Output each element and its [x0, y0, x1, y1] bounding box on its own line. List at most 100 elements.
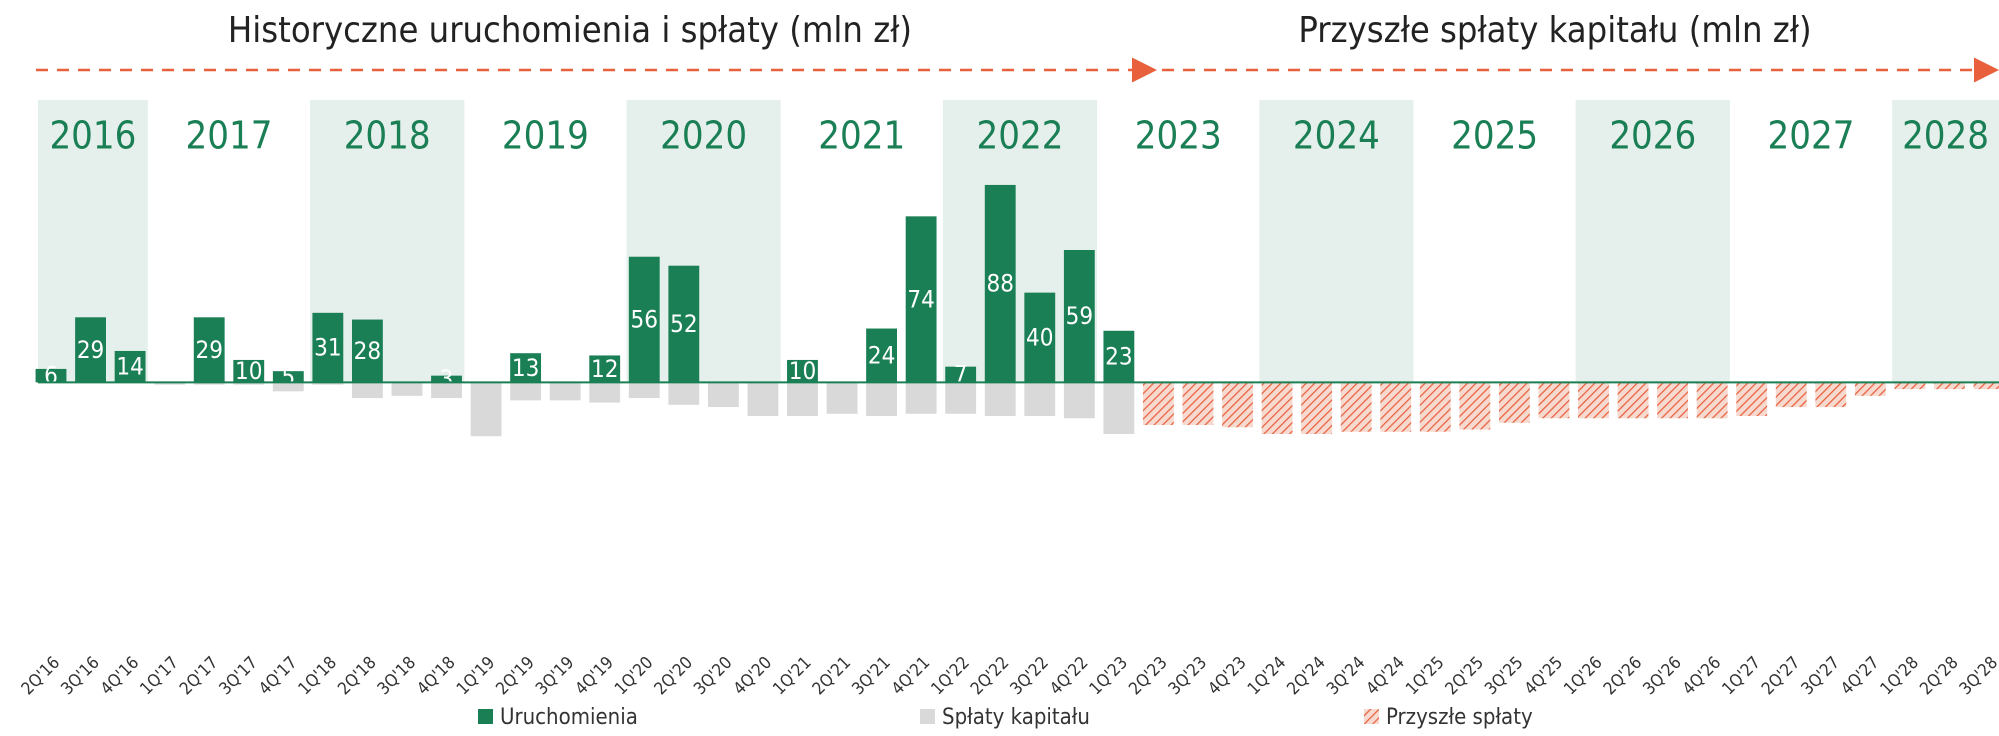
- bar: [35, 368, 67, 383]
- bar: [470, 382, 502, 437]
- x-tick-label: 4Q'25: [1521, 653, 1567, 699]
- bar: [1657, 382, 1689, 419]
- bar: [905, 216, 937, 383]
- bar: [193, 317, 225, 383]
- bar: [1222, 382, 1253, 428]
- data-label: 12: [591, 355, 618, 383]
- x-tick-label: 2Q'22: [967, 653, 1013, 699]
- year-bands: [38, 100, 1999, 383]
- year-label: 2025: [1451, 114, 1538, 158]
- x-tick-label: 1Q'22: [927, 653, 973, 699]
- x-tick-label: 4Q'26: [1679, 653, 1725, 699]
- bar: [510, 353, 542, 383]
- year-label: 2018: [344, 114, 431, 158]
- bar: [1498, 382, 1530, 423]
- legend-label: Uruchomienia: [500, 705, 638, 730]
- x-tick-label: 2Q'23: [1125, 653, 1171, 699]
- year-label: 2016: [49, 114, 136, 158]
- x-tick-label: 2Q'27: [1758, 653, 1804, 699]
- year-band: [1575, 100, 1730, 383]
- x-tick-label: 1Q'28: [1877, 653, 1923, 699]
- bar: [945, 366, 977, 383]
- x-tick-label: 4Q'27: [1837, 653, 1883, 699]
- year-band: [1892, 100, 1999, 383]
- legend-label: Spłaty kapitału: [942, 705, 1090, 730]
- legend-label: Przyszłe spłaty: [1386, 705, 1533, 730]
- x-tick-label: 2Q'16: [18, 653, 64, 699]
- legend-swatch: [478, 709, 493, 724]
- legend-swatch: [920, 709, 935, 724]
- bar: [549, 382, 581, 401]
- x-tick-label: 4Q'19: [572, 653, 618, 699]
- x-tick-label: 2Q'25: [1442, 653, 1488, 699]
- header-historical: Historyczne uruchomienia i spłaty (mln z…: [228, 10, 912, 51]
- data-label: 10: [235, 357, 262, 385]
- bar: [1538, 382, 1570, 419]
- bar: [272, 371, 304, 383]
- bar: [431, 375, 462, 383]
- x-tick-label: 1Q'21: [769, 653, 815, 699]
- bar: [1419, 382, 1451, 432]
- x-tick-label: 3Q'21: [848, 653, 894, 699]
- x-tick-label: 3Q'26: [1639, 653, 1685, 699]
- bar: [984, 382, 1016, 417]
- data-label: 24: [868, 341, 895, 369]
- data-label: 31: [314, 334, 341, 362]
- data-label: 40: [1026, 324, 1053, 352]
- bar: [1973, 382, 1999, 390]
- x-tick-label: 3Q'17: [216, 653, 262, 699]
- year-label: 2026: [1609, 114, 1696, 158]
- bar: [1934, 382, 1965, 390]
- x-tick-label: 2Q'21: [809, 653, 855, 699]
- bar: [1736, 382, 1768, 417]
- data-label: 6: [44, 362, 58, 390]
- bar: [628, 256, 660, 383]
- x-tick-label: 3Q'16: [57, 653, 103, 699]
- bar: [1854, 382, 1886, 396]
- x-tick-label: 4Q'20: [730, 653, 776, 699]
- x-tick-label: 4Q'18: [413, 653, 459, 699]
- bar: [1696, 382, 1728, 419]
- bar: [391, 382, 423, 396]
- year-label: 2027: [1768, 114, 1855, 158]
- bar: [1024, 292, 1056, 383]
- bar: [628, 382, 660, 399]
- bar: [1340, 382, 1372, 432]
- x-tick-label: 4Q'16: [97, 653, 143, 699]
- data-label: 88: [986, 270, 1013, 298]
- legend-swatch: [1364, 709, 1379, 724]
- bar: [984, 184, 1016, 383]
- bar: [747, 382, 779, 417]
- bar: [826, 382, 858, 414]
- x-tick-label: 1Q'24: [1244, 653, 1290, 699]
- bar: [114, 350, 146, 383]
- data-label: 13: [512, 354, 539, 382]
- x-tick-label: 4Q'21: [888, 653, 934, 699]
- x-tick-label: 2Q'20: [651, 653, 697, 699]
- bar: [1815, 382, 1847, 408]
- bar: [1063, 382, 1095, 419]
- bar: [510, 382, 542, 401]
- bar: [668, 382, 700, 405]
- x-tick-label: 4Q'17: [255, 653, 301, 699]
- bar: [1024, 382, 1056, 417]
- x-tick-label: 3Q'22: [1007, 653, 1053, 699]
- bar: [945, 382, 977, 414]
- x-tick-label: 1Q'26: [1560, 653, 1606, 699]
- x-tick-label: 4Q'22: [1046, 653, 1092, 699]
- year-label: 2021: [818, 114, 905, 158]
- bar: [272, 382, 304, 392]
- data-label: 29: [195, 336, 222, 364]
- x-tick-label: 3Q'25: [1481, 653, 1527, 699]
- x-tick-label: 3Q'27: [1798, 653, 1844, 699]
- x-tick-label: 2Q'26: [1600, 653, 1646, 699]
- bar: [75, 317, 106, 383]
- x-tick-label: 2Q'18: [334, 653, 380, 699]
- bar: [312, 312, 344, 383]
- bar: [193, 382, 225, 385]
- bar: [351, 382, 383, 399]
- data-label: 23: [1105, 343, 1132, 371]
- bar: [1103, 330, 1135, 383]
- bar: [1459, 382, 1491, 430]
